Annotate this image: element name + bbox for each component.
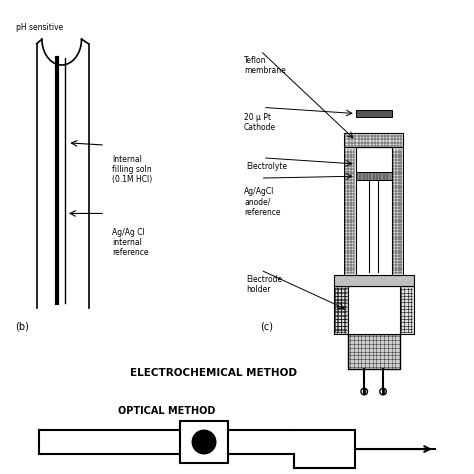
Circle shape bbox=[192, 430, 216, 454]
Circle shape bbox=[380, 388, 386, 395]
Text: Electrode
holder: Electrode holder bbox=[246, 275, 283, 294]
Text: Ag/AgCl
anode/
reference: Ag/AgCl anode/ reference bbox=[244, 187, 281, 217]
Bar bbox=[356, 147, 392, 275]
Text: Internal
filling soln
(0.1M HCl): Internal filling soln (0.1M HCl) bbox=[112, 155, 152, 184]
Circle shape bbox=[361, 388, 367, 395]
Bar bbox=[392, 147, 403, 275]
Text: pH sensitive: pH sensitive bbox=[16, 23, 63, 32]
Text: (c): (c) bbox=[261, 322, 273, 332]
Text: Ag/Ag Cl
internal
reference: Ag/Ag Cl internal reference bbox=[112, 228, 149, 257]
Bar bbox=[344, 133, 403, 147]
Text: ELECTROCHEMICAL METHOD: ELECTROCHEMICAL METHOD bbox=[130, 368, 297, 378]
Text: 20 μ Pt
Cathode: 20 μ Pt Cathode bbox=[244, 113, 276, 132]
Bar bbox=[348, 286, 400, 334]
Bar bbox=[356, 172, 392, 181]
Text: OPTICAL METHOD: OPTICAL METHOD bbox=[118, 406, 215, 416]
Bar bbox=[334, 275, 414, 286]
Bar bbox=[356, 110, 392, 117]
Bar bbox=[334, 286, 348, 334]
Text: Teflon
membrane: Teflon membrane bbox=[244, 55, 286, 75]
Text: Electrolyte: Electrolyte bbox=[246, 162, 288, 171]
Bar bbox=[181, 421, 228, 463]
Bar bbox=[344, 147, 356, 275]
Bar bbox=[400, 286, 414, 334]
Bar bbox=[348, 334, 400, 369]
Text: (b): (b) bbox=[16, 322, 29, 332]
